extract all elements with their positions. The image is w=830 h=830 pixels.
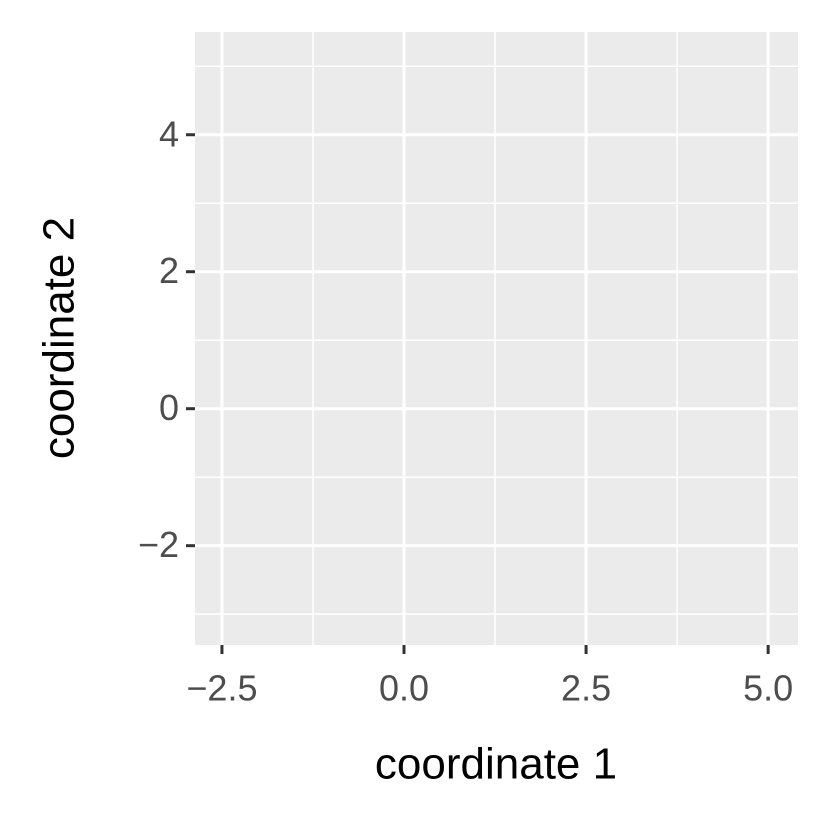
x-tick-label: −2.5: [186, 668, 257, 709]
y-axis-title: coordinate 2: [35, 217, 84, 459]
y-tick-label: 4: [159, 113, 179, 154]
x-axis-title: coordinate 1: [375, 740, 617, 789]
x-tick-label: 2.5: [561, 668, 611, 709]
x-tick-label: 5.0: [743, 668, 793, 709]
panel-background: [195, 32, 798, 645]
x-tick-label: 0.0: [379, 668, 429, 709]
y-tick-label: −2: [138, 524, 179, 565]
y-tick-label: 2: [159, 250, 179, 291]
y-tick-label: 0: [159, 387, 179, 428]
